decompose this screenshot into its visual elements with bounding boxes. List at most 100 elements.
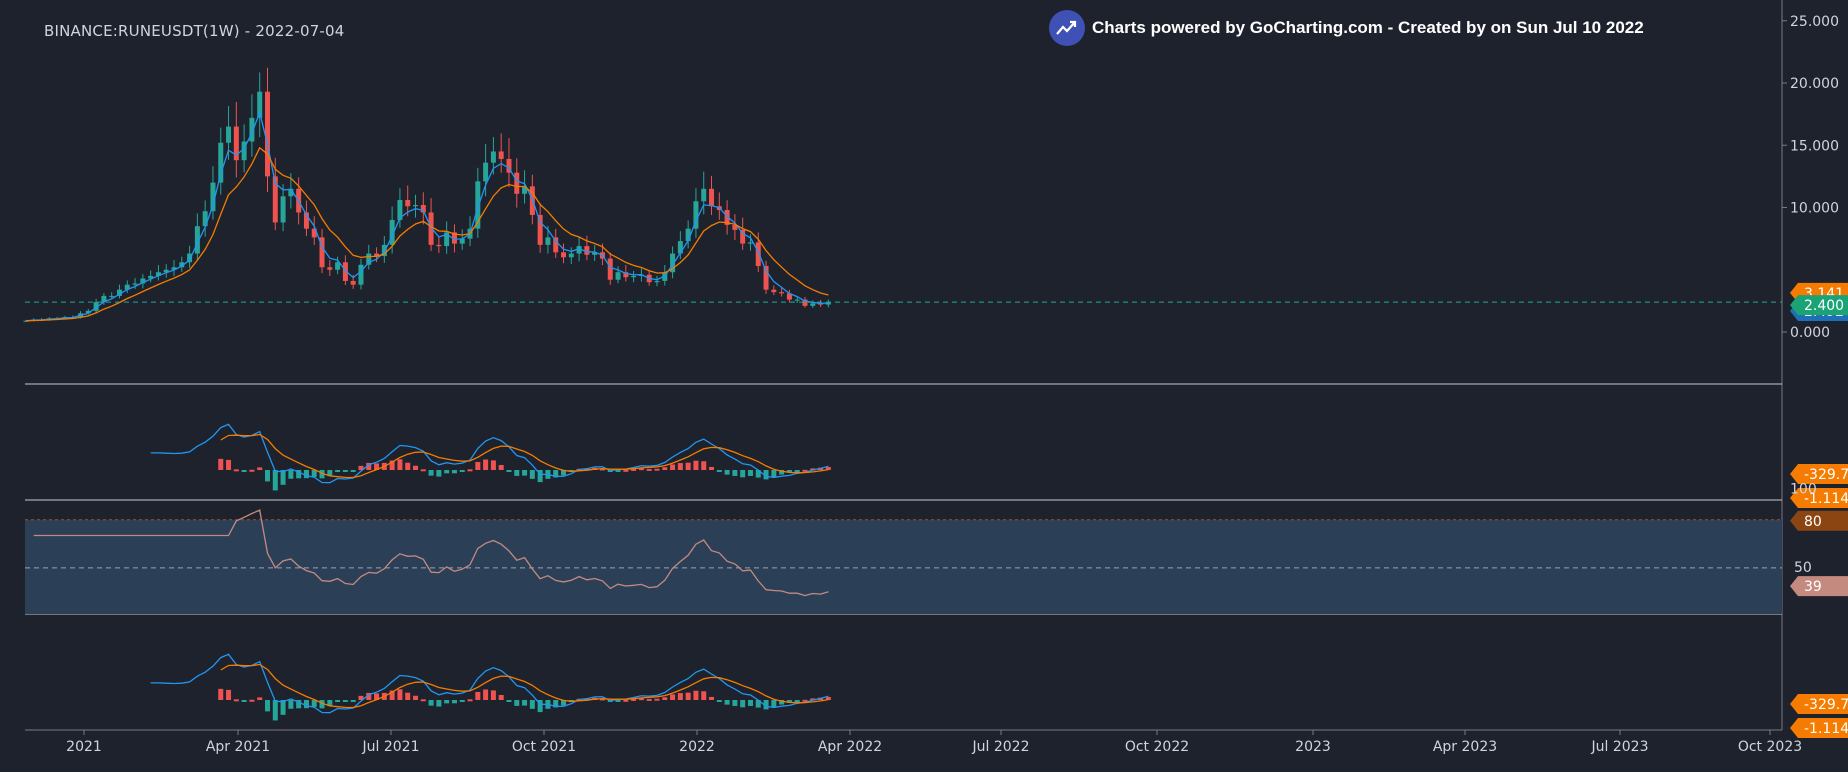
macd-histogram-bar	[257, 697, 263, 700]
candle-body	[810, 303, 816, 306]
macd-histogram-bar	[241, 470, 247, 472]
macd-histogram-bar	[747, 470, 753, 476]
candle-body	[124, 284, 130, 290]
candle-body	[794, 299, 800, 301]
macd-histogram-bar	[226, 459, 232, 470]
macd-histogram-bar	[514, 470, 520, 476]
macd-histogram-bar	[638, 698, 644, 701]
candle-body	[288, 188, 294, 197]
macd-histogram-bar	[522, 700, 528, 706]
candle-body	[747, 242, 753, 244]
candle-body	[264, 91, 270, 177]
macd-histogram-bar	[631, 698, 637, 701]
macd-histogram-bar	[724, 470, 730, 475]
macd-histogram-bar	[623, 699, 629, 702]
macd-histogram-bar	[358, 695, 364, 700]
rsi-value-badge	[1790, 576, 1848, 597]
macd-histogram-bar	[350, 700, 356, 702]
macd-histogram-bar	[498, 694, 504, 700]
macd-histogram-bar	[311, 470, 317, 477]
macd-histogram-bar	[428, 700, 434, 706]
macd-histogram-bar	[233, 469, 239, 472]
trend-icon	[1049, 10, 1085, 46]
macd-histogram-bar	[327, 700, 333, 707]
macd-histogram-bar	[763, 700, 769, 710]
candle-body	[779, 292, 785, 294]
macd-histogram-bar	[218, 458, 224, 470]
candle-body	[226, 126, 232, 143]
ema-fast-line	[25, 110, 829, 322]
candle-body	[490, 151, 496, 163]
macd-histogram-bar	[467, 469, 473, 472]
macd-histogram-bar	[296, 700, 302, 709]
attribution: Charts powered by GoCharting.com - Creat…	[1049, 8, 1644, 48]
macd-hist-badge-text: -329.7m	[1804, 467, 1848, 483]
macd-hist-badge-text: -329.7m	[1804, 697, 1848, 713]
candle-body	[623, 272, 629, 278]
candle-body	[506, 158, 512, 173]
candle-body	[155, 272, 161, 276]
macd-histogram-bar	[490, 690, 496, 700]
candle-body	[568, 253, 574, 258]
macd-signal-badge-text: -1.114	[1804, 721, 1848, 737]
x-tick-label: Apr 2021	[206, 739, 270, 755]
candle-body	[397, 200, 403, 220]
candle-body	[241, 141, 247, 161]
candle-body	[553, 237, 559, 253]
macd-histogram-bar	[732, 700, 738, 706]
macd-histogram-bar	[303, 700, 309, 709]
macd-histogram-bar	[786, 470, 792, 473]
macd-histogram-bar	[342, 470, 348, 472]
macd-histogram-bar	[397, 459, 403, 470]
candle-body	[436, 244, 442, 247]
candle-body	[327, 267, 333, 270]
candle-body	[522, 186, 528, 194]
candle-body	[85, 310, 91, 314]
candle-body	[802, 299, 808, 306]
macd-histogram-bar	[662, 697, 668, 700]
candle-body	[654, 280, 660, 283]
macd-histogram-bar	[825, 467, 831, 470]
candle-body	[498, 151, 504, 159]
candle-body	[740, 229, 746, 244]
candle-body	[444, 232, 450, 247]
macd-histogram-bar	[428, 470, 434, 476]
macd-histogram-bar	[677, 463, 683, 470]
macd-histogram-bar	[537, 700, 543, 713]
macd-histogram-bar	[280, 700, 286, 715]
candle-body	[475, 181, 481, 229]
macd-histogram-bar	[506, 470, 512, 472]
macd-histogram-bar	[413, 465, 418, 470]
candle-body	[257, 91, 263, 118]
macd-histogram-bar	[638, 468, 644, 471]
macd-histogram-bar	[529, 470, 535, 479]
macd-histogram-bar	[249, 469, 255, 472]
macd-histogram-bar	[451, 700, 457, 704]
candle-body	[631, 275, 637, 278]
macd-histogram-bar	[615, 470, 621, 472]
macd-histogram-bar	[810, 468, 816, 471]
macd-histogram-bar	[693, 690, 699, 700]
macd-histogram-bar	[264, 470, 270, 482]
candle-body	[171, 267, 177, 270]
candle-body	[592, 252, 598, 255]
macd-histogram-bar	[747, 700, 753, 706]
macd-histogram-bar	[257, 467, 263, 470]
candle-body	[576, 246, 582, 254]
macd-histogram-bar	[389, 460, 395, 470]
macd-histogram-bar	[716, 700, 722, 702]
macd-histogram-bar	[374, 693, 380, 700]
macd-histogram-bar	[623, 469, 629, 472]
macd-histogram-bar	[685, 692, 691, 700]
macd-histogram-bar	[553, 700, 559, 708]
macd-histogram-bar	[786, 700, 792, 703]
candle-body	[786, 293, 792, 300]
x-tick-label: Apr 2023	[1433, 739, 1497, 755]
x-tick-label: 2023	[1295, 739, 1331, 755]
candle-body	[537, 214, 543, 245]
candle-body	[233, 126, 239, 161]
macd-histogram-bar	[444, 470, 450, 474]
macd-histogram-bar	[436, 700, 442, 707]
candle-body	[350, 280, 356, 285]
macd-histogram-bar	[296, 470, 302, 479]
